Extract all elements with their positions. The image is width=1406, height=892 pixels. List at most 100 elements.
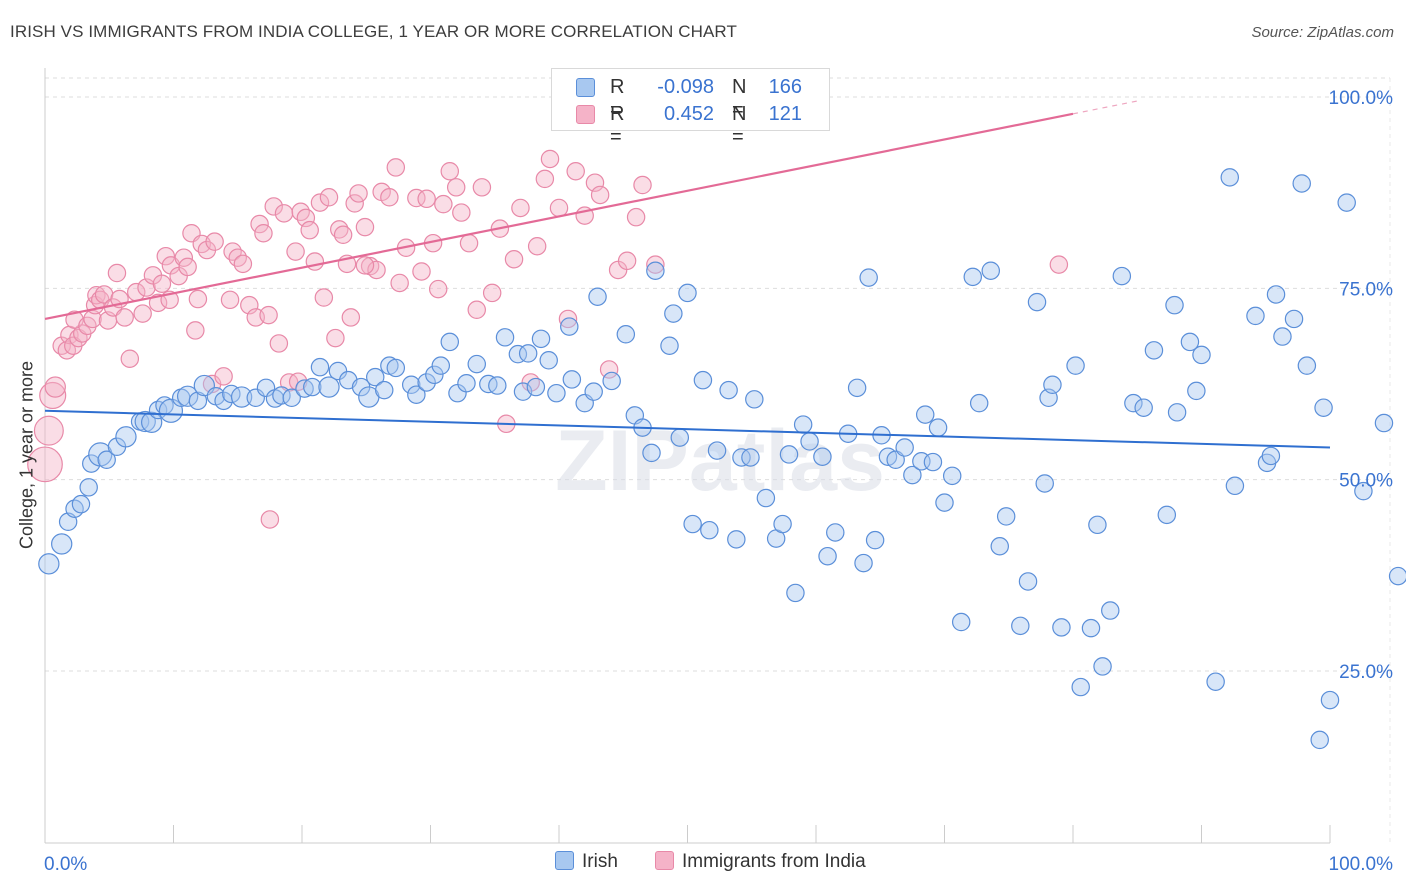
x-tick-label: 100.0% (1329, 854, 1394, 875)
india-point (428, 279, 448, 299)
india-point (590, 185, 610, 205)
irish-point (401, 375, 421, 395)
legend-r-value: -0.098 (657, 76, 714, 98)
irish-point (115, 426, 137, 448)
india-point (633, 175, 652, 195)
irish-point (584, 382, 603, 401)
india-point (133, 304, 152, 323)
india-point (417, 189, 436, 209)
y-tick-label: 75.0% (1339, 279, 1393, 300)
irish-point (38, 553, 60, 575)
correlation-legend: R = -0.098 N = 166 R = 0.452 N = 121 (551, 68, 830, 148)
irish-point (1180, 332, 1200, 352)
irish-point (531, 329, 551, 349)
irish-point (488, 376, 507, 395)
india-point (355, 217, 375, 237)
irish-point (1018, 572, 1038, 591)
irish-point (1134, 398, 1153, 417)
india-point (319, 188, 339, 207)
irish-point (1157, 505, 1177, 525)
irish-point (1354, 481, 1373, 501)
irish-series-points (38, 168, 1406, 750)
india-point (566, 161, 585, 181)
axes (44, 68, 1331, 844)
india-point (205, 232, 224, 251)
irish-point (1144, 341, 1164, 360)
legend-r-label: R = (610, 103, 625, 148)
irish-point (1225, 476, 1245, 496)
irish-point (1035, 474, 1054, 493)
irish-point (188, 391, 208, 411)
irish-point (1066, 356, 1085, 375)
irish-point (1124, 393, 1143, 413)
irish-point (800, 432, 819, 451)
x-tick-label: 0.0% (44, 854, 87, 875)
irish-point (813, 447, 832, 466)
irish-point (1052, 618, 1071, 637)
legend-label-irish: Irish (582, 851, 618, 872)
india-point (288, 372, 308, 391)
irish-point (440, 332, 460, 352)
irish-point (407, 385, 426, 404)
legend-item-irish[interactable]: Irish (555, 851, 618, 873)
india-point (511, 198, 530, 218)
india-point (434, 194, 453, 214)
india-point (626, 207, 646, 227)
irish-point (670, 428, 690, 447)
irish-point (374, 380, 394, 400)
india-point (333, 225, 353, 244)
irish-point (1093, 657, 1112, 676)
irish-point (526, 377, 546, 397)
irish-point (683, 514, 702, 534)
legend-item-india[interactable]: Immigrants from India (655, 851, 866, 873)
irish-point (1011, 616, 1030, 636)
india-trend-extension (1072, 100, 1138, 115)
irish-point (660, 336, 679, 355)
y-tick-label: 50.0% (1339, 471, 1393, 492)
irish-point (1310, 730, 1329, 750)
india-point (152, 274, 172, 293)
india-point (504, 250, 524, 269)
irish-point (915, 405, 935, 424)
legend-n-value: 121 (768, 103, 802, 125)
irish-point (678, 283, 697, 303)
india-point (214, 367, 233, 386)
irish-point (495, 328, 515, 347)
irish-point (1261, 446, 1281, 466)
india-point (558, 309, 578, 329)
chart-title: IRISH VS IMMIGRANTS FROM INDIA COLLEGE, … (10, 22, 737, 41)
irish-point (693, 370, 713, 390)
irish-point (508, 344, 528, 364)
irish-point (425, 365, 444, 385)
india-point (296, 208, 316, 228)
india-point (390, 273, 409, 293)
india-point (274, 204, 294, 223)
irish-point (79, 478, 98, 497)
irish-point (366, 367, 385, 387)
irish-point (1071, 677, 1090, 697)
y-tick-label: 100.0% (1329, 88, 1394, 109)
india-series-points (27, 149, 1069, 529)
india-legend-swatch (655, 851, 674, 870)
india-point (349, 184, 368, 203)
irish-point (727, 530, 746, 549)
irish-point (386, 358, 406, 378)
irish-point (981, 261, 1000, 280)
irish-point (951, 612, 971, 632)
india-point (549, 198, 569, 218)
irish-point (895, 438, 914, 457)
india-point (310, 193, 330, 212)
india-point (305, 252, 325, 271)
irish-point (1292, 174, 1311, 193)
india-point (33, 415, 64, 446)
india-point (44, 376, 66, 398)
irish-point (963, 267, 983, 287)
india-point (1049, 255, 1069, 274)
irish-point (310, 357, 330, 377)
irish-point (756, 488, 776, 508)
y-tick-label: 25.0% (1339, 662, 1393, 683)
india-point (254, 223, 273, 243)
india-point (341, 308, 361, 327)
india-point (367, 260, 386, 280)
irish-point (1220, 168, 1240, 187)
